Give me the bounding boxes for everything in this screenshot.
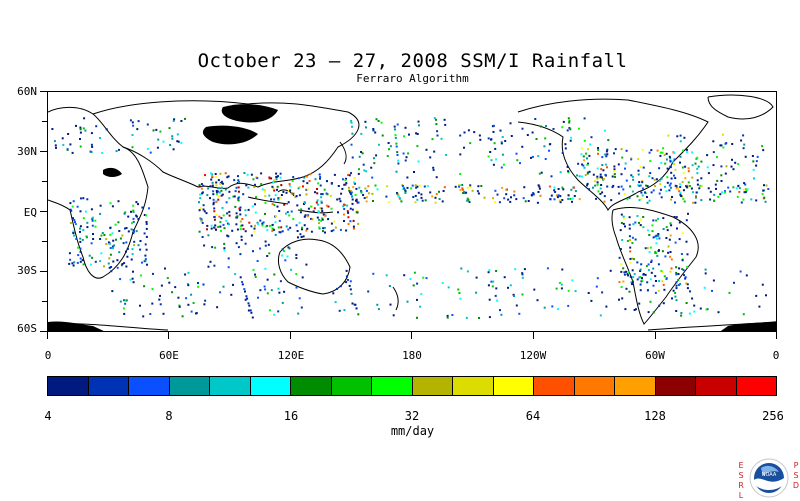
siberia-mask — [103, 104, 278, 177]
lon-label-0: 0 — [44, 349, 52, 362]
coastlines — [48, 94, 776, 331]
scale-label-64: 64 — [525, 409, 541, 423]
logo-letter: P — [793, 461, 799, 470]
lon-tick — [411, 332, 412, 339]
color-swatch-14 — [574, 377, 615, 395]
antarctica — [48, 321, 776, 331]
logo-letter: L — [738, 491, 744, 500]
lat-label-60n: 60N — [17, 85, 37, 98]
color-swatch-9 — [372, 377, 413, 395]
lat-tick — [40, 331, 47, 332]
lat-label-30s: 30S — [17, 264, 37, 277]
world-map-svg — [48, 94, 776, 331]
scale-label-256: 256 — [762, 409, 784, 423]
noaa-logo-text: NOAA — [762, 472, 777, 478]
scale-unit-label: mm/day — [390, 424, 435, 438]
lon-tick — [533, 332, 534, 339]
logo-letter: D — [792, 481, 800, 490]
lat-label-30n: 30N — [17, 145, 37, 158]
rainfall-map — [47, 91, 777, 332]
color-swatch-2 — [88, 377, 129, 395]
color-swatch-18 — [736, 377, 776, 395]
esrl-letters: E S R L — [737, 461, 745, 501]
lat-tick — [42, 301, 47, 302]
color-swatch-1 — [48, 377, 89, 395]
lat-tick — [42, 181, 47, 182]
scale-label-32: 32 — [404, 409, 420, 423]
scale-label-16: 16 — [283, 409, 299, 423]
lat-tick — [42, 121, 47, 122]
color-swatch-8 — [331, 377, 372, 395]
color-swatch-11 — [453, 377, 494, 395]
lat-tick — [40, 91, 47, 92]
color-scale-bar — [47, 376, 777, 396]
psd-letters: P S D — [792, 461, 800, 491]
lon-label-180: 180 — [402, 349, 422, 362]
lon-tick — [776, 332, 777, 339]
color-swatch-12 — [493, 377, 534, 395]
color-swatch-10 — [412, 377, 453, 395]
lat-tick — [40, 151, 47, 152]
lon-label-120w: 120W — [519, 349, 547, 362]
noaa-logo-icon[interactable]: NOAA — [749, 458, 789, 498]
lat-tick — [40, 211, 47, 212]
rainfall-field — [51, 117, 770, 319]
logo-letter: S — [738, 471, 744, 480]
scale-label-128: 128 — [644, 409, 666, 423]
map-title: October 23 – 27, 2008 SSM/I Rainfall — [197, 50, 628, 72]
lon-tick — [655, 332, 656, 339]
lon-label-0-east: 0 — [772, 349, 780, 362]
lat-label-eq: EQ — [23, 206, 37, 219]
scale-label-4: 4 — [44, 409, 52, 423]
lat-tick — [42, 241, 47, 242]
color-swatch-7 — [291, 377, 332, 395]
color-swatch-5 — [210, 377, 251, 395]
lon-tick — [47, 332, 48, 339]
logo-letter: R — [738, 481, 744, 490]
lat-label-60s: 60S — [17, 322, 37, 335]
color-swatch-4 — [169, 377, 210, 395]
lon-tick — [168, 332, 169, 339]
color-swatch-6 — [250, 377, 291, 395]
color-swatch-17 — [696, 377, 737, 395]
lon-label-60w: 60W — [645, 349, 665, 362]
logo-letter: S — [793, 471, 799, 480]
lat-tick — [40, 271, 47, 272]
lon-label-120e: 120E — [277, 349, 305, 362]
color-swatch-15 — [615, 377, 656, 395]
logo-letter: E — [738, 461, 744, 470]
lon-tick — [290, 332, 291, 339]
lon-label-60e: 60E — [159, 349, 179, 362]
color-swatch-16 — [655, 377, 696, 395]
map-subtitle: Ferraro Algorithm — [356, 72, 469, 85]
color-swatch-3 — [129, 377, 170, 395]
color-swatch-13 — [534, 377, 575, 395]
scale-label-8: 8 — [165, 409, 173, 423]
